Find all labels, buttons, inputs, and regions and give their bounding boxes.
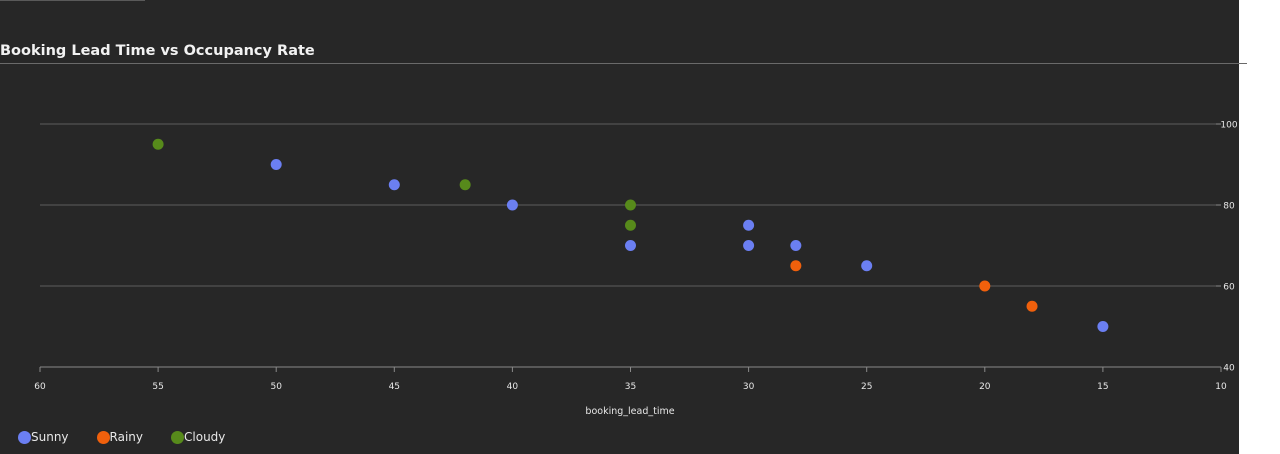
- point-sunny[interactable]: [506, 199, 518, 211]
- legend-swatch: [18, 430, 31, 444]
- point-sunny[interactable]: [743, 240, 755, 251]
- point-sunny[interactable]: [1097, 321, 1109, 332]
- x-tick-label: 30: [743, 382, 755, 392]
- legend-label: Rainy: [109, 430, 144, 444]
- point-sunny[interactable]: [861, 260, 873, 272]
- x-tick-label: 25: [861, 382, 872, 392]
- x-tick-label: 60: [34, 382, 46, 392]
- legend-item-sunny[interactable]: Sunny: [18, 430, 69, 444]
- x-tick-label: 45: [389, 382, 400, 392]
- legend-item-rainy[interactable]: Rainy: [96, 430, 144, 444]
- legend-label: Sunny: [31, 430, 69, 444]
- chart-legend: Sunny Rainy Cloudy: [0, 430, 235, 444]
- y-tick-label: 80: [1223, 202, 1235, 212]
- chart-panel: Booking Lead Time vs Occupancy Rate 40 60…: [0, 0, 1239, 454]
- title-divider: [0, 63, 1238, 64]
- x-axis-label: booking_lead_time: [585, 406, 674, 417]
- y-tick-label: 60: [1223, 283, 1235, 293]
- point-cloudy[interactable]: [152, 138, 164, 150]
- axes: 40 60 80 100 60 55 50 45 40 35 30 25 20 15 10: [34, 121, 1238, 393]
- y-tick-label: 40: [1223, 364, 1235, 374]
- legend-label: Cloudy: [184, 430, 226, 444]
- y-tick-label: 100: [1220, 121, 1237, 131]
- point-cloudy[interactable]: [625, 219, 636, 231]
- legend-item-cloudy[interactable]: Cloudy: [171, 430, 225, 444]
- point-rainy[interactable]: [979, 280, 991, 292]
- title-divider-extension: [1238, 63, 1247, 64]
- x-tick-label: 35: [625, 382, 636, 392]
- point-rainy[interactable]: [790, 260, 802, 272]
- x-tick-label: 55: [152, 382, 163, 392]
- scatter-plot: 40 60 80 100 60 55 50 45 40 35 30 25 20 15 10 booking_…: [34, 121, 1238, 418]
- point-sunny[interactable]: [270, 159, 282, 170]
- legend-swatch: [171, 430, 185, 444]
- data-points: [152, 138, 1109, 332]
- x-tick-label: 50: [270, 382, 282, 392]
- chart-title: Booking Lead Time vs Occupancy Rate: [0, 43, 315, 59]
- point-sunny[interactable]: [790, 240, 802, 251]
- point-cloudy[interactable]: [459, 179, 471, 191]
- point-sunny[interactable]: [743, 219, 755, 231]
- tab-underline: [0, 0, 145, 1]
- x-tick-label: 10: [1215, 382, 1227, 392]
- point-sunny[interactable]: [388, 179, 400, 191]
- point-sunny[interactable]: [625, 240, 636, 251]
- x-tick-label: 15: [1097, 382, 1108, 392]
- x-tick-label: 20: [979, 382, 991, 392]
- point-cloudy[interactable]: [625, 199, 636, 211]
- point-rainy[interactable]: [1026, 300, 1038, 312]
- x-tick-label: 40: [507, 382, 519, 392]
- legend-swatch: [96, 430, 110, 444]
